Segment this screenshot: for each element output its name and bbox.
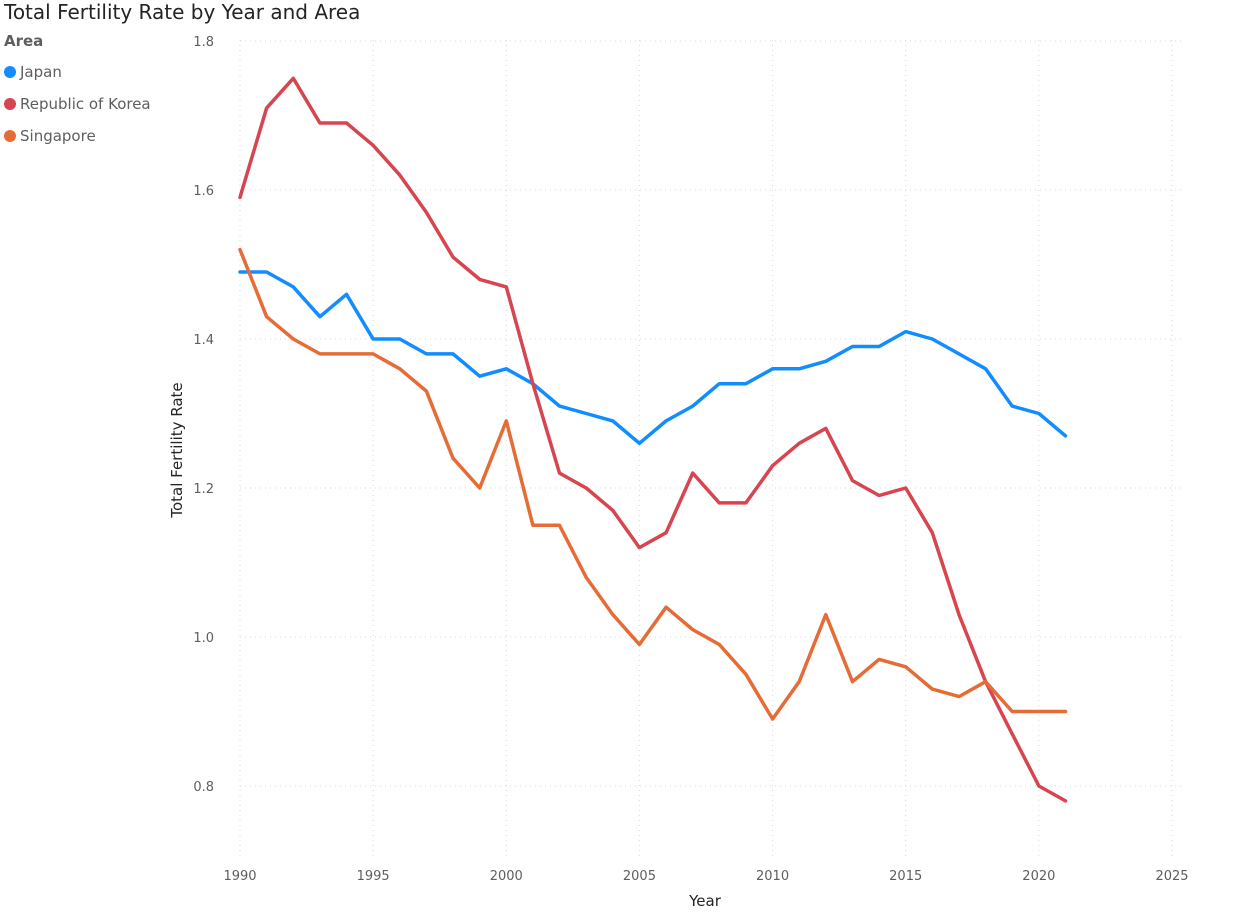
y-tick-label: 0.8 <box>193 780 214 795</box>
x-tick-label: 2020 <box>1022 869 1055 884</box>
x-tick-label: 2000 <box>490 869 523 884</box>
legend-title: Area <box>4 32 44 50</box>
y-tick-label: 1.2 <box>193 482 214 497</box>
legend-marker-singapore <box>4 130 16 142</box>
legend-item-japan[interactable]: Japan <box>4 56 151 88</box>
chart-title: Total Fertility Rate by Year and Area <box>4 0 361 24</box>
legend-label-korea: Republic of Korea <box>20 95 151 113</box>
series-line-republic-of-korea[interactable] <box>238 76 1068 803</box>
x-tick-label: 2010 <box>756 869 789 884</box>
y-tick-label: 1.4 <box>193 333 214 348</box>
series-line-japan[interactable] <box>238 270 1068 446</box>
legend: Area Japan Republic of Korea Singapore <box>4 32 151 152</box>
x-tick-label: 2025 <box>1155 869 1188 884</box>
x-tick-label: 1990 <box>223 869 256 884</box>
legend-marker-korea <box>4 98 16 110</box>
legend-label-japan: Japan <box>20 63 62 81</box>
x-axis-title: Year <box>688 892 722 910</box>
series-lines <box>238 76 1068 803</box>
x-tick-label: 1995 <box>357 869 390 884</box>
x-axis: 1990 1995 2000 2005 2010 2015 2020 2025 <box>223 869 1188 884</box>
y-tick-label: 1.8 <box>193 35 214 50</box>
y-tick-label: 1.0 <box>193 631 214 646</box>
legend-item-singapore[interactable]: Singapore <box>4 120 151 152</box>
y-tick-label: 1.6 <box>193 184 214 199</box>
x-tick-label: 2015 <box>889 869 922 884</box>
gridlines <box>239 40 1185 860</box>
y-axis: 0.8 1.0 1.2 1.4 1.6 1.8 <box>193 35 214 795</box>
legend-item-korea[interactable]: Republic of Korea <box>4 88 151 120</box>
legend-label-singapore: Singapore <box>20 127 96 145</box>
legend-marker-japan <box>4 66 16 78</box>
x-tick-label: 2005 <box>623 869 656 884</box>
series-line-singapore[interactable] <box>238 247 1068 721</box>
y-axis-title: Total Fertility Rate <box>168 382 186 518</box>
